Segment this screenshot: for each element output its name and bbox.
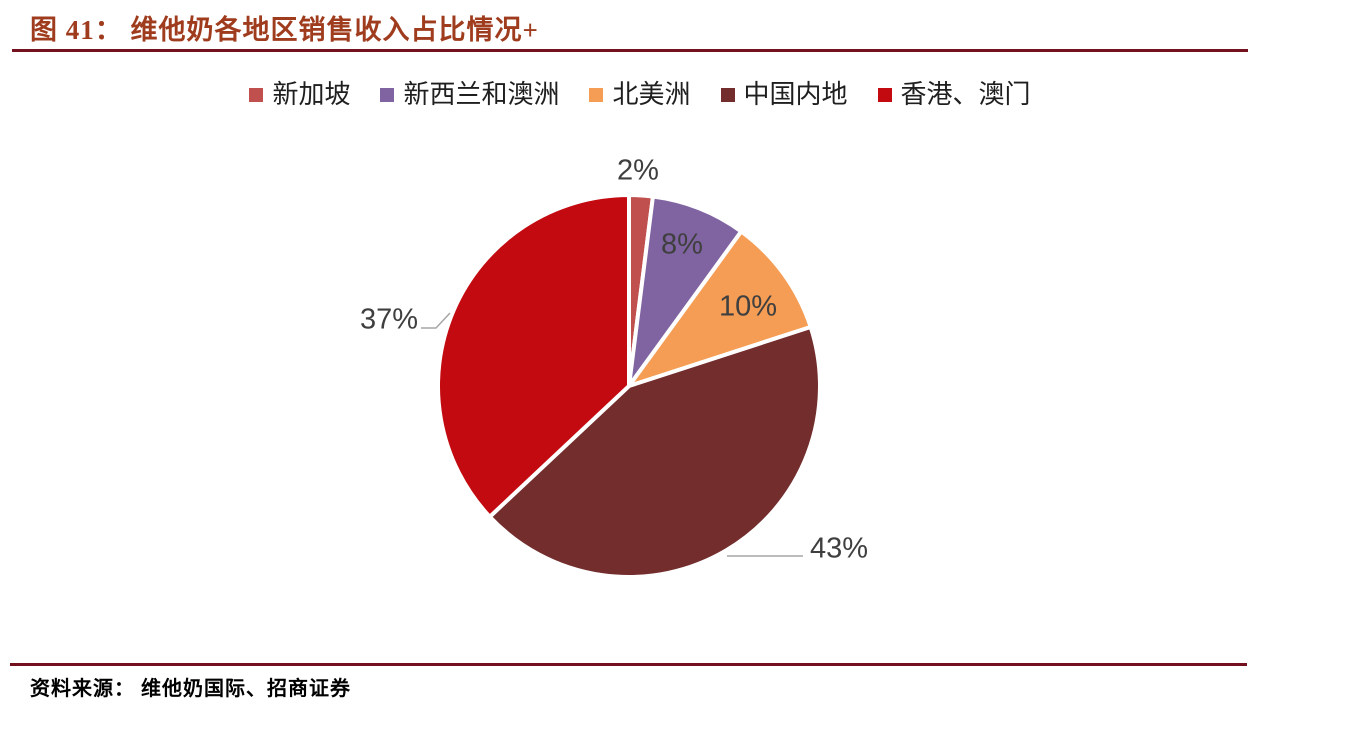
source-note: 资料来源： 维他奶国际、招商证券 xyxy=(30,678,351,700)
figure-title: 图 41： 维他奶各地区销售收入占比情况+ xyxy=(30,15,539,45)
pie-slice-2 xyxy=(627,229,813,388)
legend-label: 新西兰和澳洲 xyxy=(403,80,560,109)
legend-swatch xyxy=(720,88,735,102)
pie-slice-3 xyxy=(487,324,822,579)
legend-label: 中国内地 xyxy=(743,80,848,109)
legend-item-3: 中国内地 xyxy=(720,80,848,109)
legend-swatch xyxy=(877,88,892,102)
legend-swatch xyxy=(249,88,264,102)
legend-item-4: 香港、澳门 xyxy=(877,80,1031,109)
title-divider xyxy=(12,49,1248,52)
legend-label: 香港、澳门 xyxy=(900,80,1031,109)
legend-item-0: 新加坡 xyxy=(249,82,350,108)
legend-swatch xyxy=(589,88,604,102)
legend-swatch xyxy=(380,88,395,102)
legend-item-1: 新西兰和澳洲 xyxy=(380,82,559,108)
footer-divider xyxy=(10,663,1247,666)
legend-label: 新加坡 xyxy=(272,80,351,109)
chart-legend: 新加坡 新西兰和澳洲 北美洲 中国内地 香港、澳门 xyxy=(0,82,1280,108)
pie-slices xyxy=(436,193,822,579)
data-label-hk-macau: 37% xyxy=(359,303,419,336)
data-label-singapore: 2% xyxy=(617,154,659,187)
data-label-nz-australia: 8% xyxy=(661,228,703,261)
leader-line-hk-macau xyxy=(421,312,451,329)
pie-slice-4 xyxy=(436,193,631,519)
legend-label: 北美洲 xyxy=(612,80,691,109)
legend-item-2: 北美洲 xyxy=(589,80,691,109)
data-label-north-america: 10% xyxy=(718,290,778,323)
data-label-mainland-china: 43% xyxy=(809,532,869,565)
